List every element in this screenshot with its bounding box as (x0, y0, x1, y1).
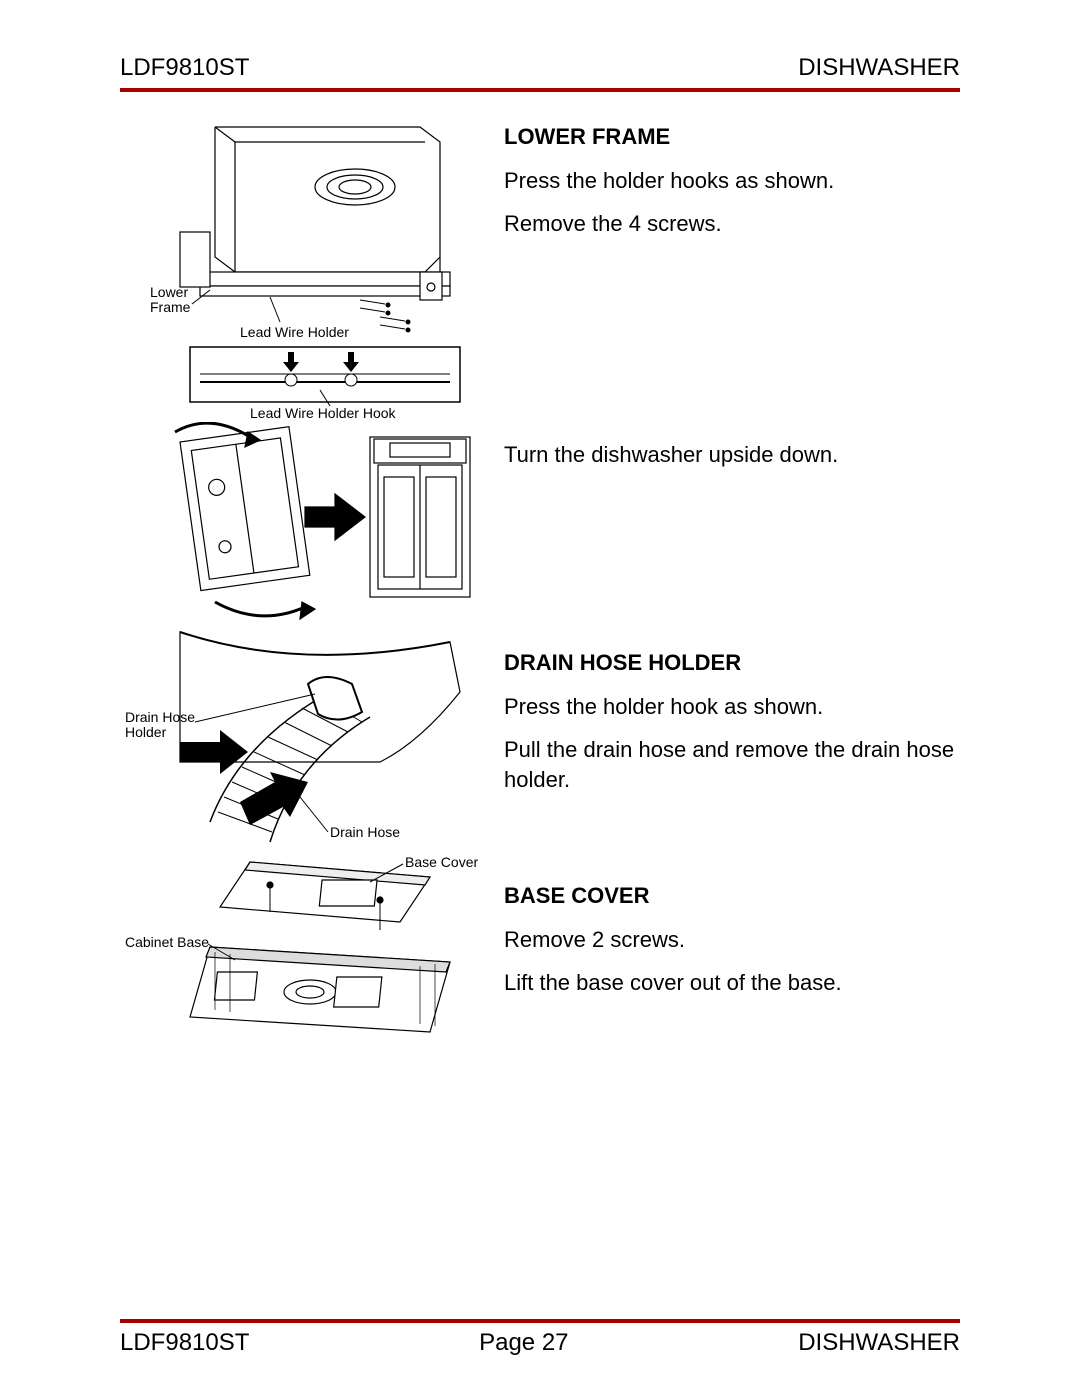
header-rule (120, 88, 960, 92)
callout-lead-wire-holder-hook: Lead Wire Holder Hook (250, 405, 397, 421)
p-base-1: Remove 2 screws. (504, 925, 960, 955)
callout-cabinet-base: Cabinet Base (125, 934, 209, 950)
p-drain-1: Press the holder hook as shown. (504, 692, 960, 722)
callout-base-cover: Base Cover (405, 854, 478, 870)
heading-base-cover: BASE COVER (504, 881, 960, 911)
figure-flip (120, 422, 480, 622)
header-model: LDF9810ST (120, 54, 249, 82)
p-lower-frame-2: Remove the 4 screws. (504, 209, 960, 239)
callout-drain-hose-holder-l1: Drain Hose (125, 709, 195, 725)
callout-drain-hose: Drain Hose (330, 824, 400, 840)
p-base-2: Lift the base cover out of the base. (504, 968, 960, 998)
heading-lower-frame: LOWER FRAME (504, 122, 960, 152)
p-drain-2: Pull the drain hose and remove the drain… (504, 735, 960, 794)
callout-lead-wire-holder: Lead Wire Holder (240, 324, 349, 340)
p-lower-frame-1: Press the holder hooks as shown. (504, 166, 960, 196)
p-turn: Turn the dishwasher upside down. (504, 440, 960, 470)
section-lower-frame: LOWER FRAME Press the holder hooks as sh… (504, 122, 960, 422)
figure-drain-hose: Drain Hose Holder Drain Hose (120, 622, 480, 852)
footer-rule (120, 1319, 960, 1323)
footer-page: Page 27 (249, 1329, 798, 1357)
figure-lower-frame: Lower Frame Lead Wire Holder (120, 122, 480, 422)
section-turn: Turn the dishwasher upside down. (504, 440, 960, 630)
section-base-cover: BASE COVER Remove 2 screws. Lift the bas… (504, 881, 960, 998)
section-drain-hose-holder: DRAIN HOSE HOLDER Press the holder hook … (504, 648, 960, 863)
footer-model: LDF9810ST (120, 1329, 249, 1357)
figure-base-cover: Base Cover Cabinet Base (120, 852, 480, 1042)
header-product: DISHWASHER (798, 54, 960, 82)
callout-drain-hose-holder-l2: Holder (125, 724, 167, 740)
callout-lower-frame-l1: Lower (150, 284, 188, 300)
footer-product: DISHWASHER (798, 1329, 960, 1357)
callout-lower-frame-l2: Frame (150, 299, 191, 315)
heading-drain-hose-holder: DRAIN HOSE HOLDER (504, 648, 960, 678)
